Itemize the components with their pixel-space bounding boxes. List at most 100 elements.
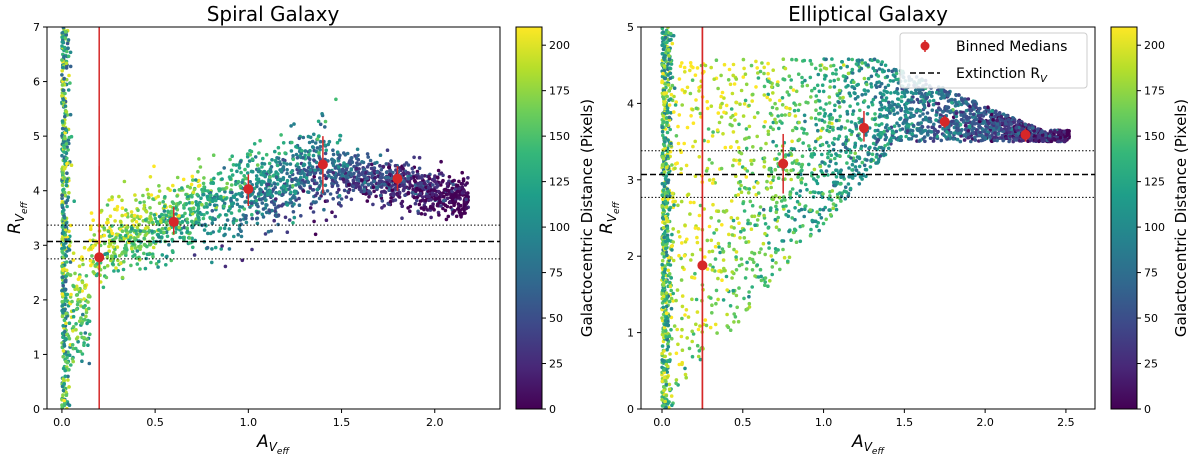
scatter-point <box>430 193 435 197</box>
scatter-point <box>306 134 311 139</box>
scatter-point <box>679 199 684 204</box>
scatter-point <box>669 276 673 280</box>
scatter-point <box>964 108 969 113</box>
scatter-point <box>360 183 365 187</box>
scatter-point <box>139 244 143 249</box>
scatter-point <box>65 292 70 297</box>
scatter-point <box>314 160 319 165</box>
scatter-point <box>736 319 741 324</box>
scatter-point <box>153 216 158 221</box>
scatter-point <box>254 202 259 207</box>
scatter-point <box>82 245 87 250</box>
scatter-point <box>757 250 762 255</box>
scatter-point <box>677 113 682 117</box>
scatter-point <box>918 114 922 118</box>
scatter-point <box>934 118 938 122</box>
scatter-point <box>433 197 438 202</box>
scatter-point <box>672 324 677 328</box>
scatter-point <box>85 321 89 326</box>
spiral-x-tick-label: 1.5 <box>333 416 351 429</box>
scatter-point <box>677 253 681 258</box>
scatter-point <box>463 183 468 187</box>
scatter-point <box>212 176 216 181</box>
scatter-point <box>774 120 779 125</box>
scatter-point <box>739 229 743 234</box>
scatter-point <box>388 172 392 176</box>
scatter-point <box>919 121 923 125</box>
scatter-point <box>866 105 871 109</box>
scatter-point <box>664 304 669 309</box>
scatter-point <box>936 101 941 106</box>
scatter-point <box>827 164 831 168</box>
scatter-point <box>322 207 326 212</box>
scatter-point <box>197 183 202 188</box>
scatter-point <box>734 293 739 298</box>
scatter-point <box>928 136 933 140</box>
scatter-point <box>726 325 731 330</box>
scatter-point <box>669 92 674 97</box>
scatter-point <box>318 139 323 144</box>
scatter-point <box>710 181 715 185</box>
scatter-point <box>814 108 818 112</box>
scatter-point <box>666 73 670 77</box>
scatter-point <box>238 184 243 188</box>
scatter-point <box>731 62 736 67</box>
scatter-point <box>426 185 431 190</box>
scatter-point <box>758 69 763 74</box>
scatter-point <box>208 202 212 207</box>
scatter-point <box>387 165 392 170</box>
scatter-point <box>272 218 277 223</box>
scatter-point <box>60 183 65 187</box>
scatter-point <box>270 158 274 162</box>
scatter-point <box>427 174 431 179</box>
scatter-point <box>812 86 817 91</box>
scatter-point <box>660 316 664 320</box>
scatter-point <box>239 170 243 175</box>
scatter-point <box>142 203 147 208</box>
scatter-point <box>133 246 138 250</box>
scatter-point <box>711 177 716 182</box>
scatter-point <box>322 143 327 147</box>
scatter-point <box>355 163 360 167</box>
scatter-point <box>318 122 323 127</box>
scatter-point <box>741 57 746 62</box>
scatter-point <box>64 278 68 282</box>
scatter-point <box>460 170 465 175</box>
scatter-point <box>105 264 110 268</box>
scatter-point <box>756 71 760 75</box>
scatter-point <box>375 170 380 175</box>
scatter-point <box>234 179 238 184</box>
scatter-point <box>425 208 430 212</box>
scatter-point <box>805 83 810 88</box>
scatter-point <box>177 214 181 218</box>
scatter-point <box>836 137 840 141</box>
scatter-point <box>808 147 812 152</box>
scatter-point <box>415 198 419 203</box>
scatter-point <box>268 175 272 180</box>
scatter-point <box>337 201 342 205</box>
scatter-point <box>105 203 110 207</box>
scatter-point <box>313 168 317 172</box>
scatter-point <box>432 207 436 212</box>
spiral-scatter-points <box>60 27 471 409</box>
scatter-point <box>145 187 150 192</box>
scatter-point <box>60 94 64 98</box>
scatter-point <box>172 188 177 193</box>
scatter-point <box>888 105 892 110</box>
scatter-point <box>766 92 770 97</box>
scatter-point <box>697 155 702 159</box>
scatter-point <box>318 144 323 149</box>
scatter-point <box>771 127 775 132</box>
scatter-point <box>60 35 64 39</box>
scatter-point <box>416 181 420 186</box>
scatter-point <box>752 185 756 190</box>
scatter-point <box>662 69 666 73</box>
scatter-point <box>672 203 676 207</box>
scatter-point <box>833 103 837 108</box>
scatter-point <box>182 225 186 230</box>
scatter-point <box>120 206 125 210</box>
scatter-point <box>359 189 364 194</box>
scatter-point <box>404 161 409 165</box>
scatter-point <box>196 215 201 220</box>
scatter-point <box>892 112 897 116</box>
